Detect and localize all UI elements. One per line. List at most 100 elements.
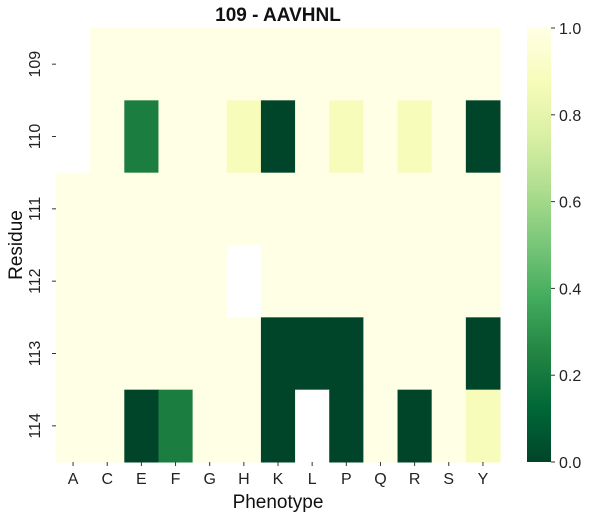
y-tick-label: 114 xyxy=(27,413,44,439)
heatmap-cell-111-Y xyxy=(465,172,501,246)
heatmap-cell-112-Y xyxy=(465,245,501,318)
heatmap-cell-112-C xyxy=(90,245,125,318)
heatmap-cells xyxy=(56,28,501,463)
x-tick-label: Y xyxy=(478,471,489,488)
colorbar-tick-label: 0.6 xyxy=(559,195,581,212)
heatmap-cell-113-S xyxy=(431,317,467,391)
heatmap-cell-110-P xyxy=(329,100,364,174)
colorbar-tick-label: 1.0 xyxy=(559,21,581,38)
heatmap-cell-113-R xyxy=(397,317,433,391)
heatmap-cell-114-Y xyxy=(465,389,501,463)
x-tick-label: H xyxy=(238,471,250,488)
x-tick-label: L xyxy=(308,471,317,488)
heatmap-cell-110-F xyxy=(158,100,194,174)
heatmap-cell-111-A xyxy=(56,172,91,246)
heatmap-cell-111-C xyxy=(90,172,125,246)
heatmap-cell-112-K xyxy=(260,245,296,318)
heatmap-cell-110-R xyxy=(397,100,433,174)
heatmap-cell-109-F xyxy=(158,28,194,101)
heatmap-cell-112-A xyxy=(56,245,91,318)
heatmap-cell-111-G xyxy=(192,172,228,246)
heatmap-cell-111-P xyxy=(329,172,364,246)
heatmap-cell-111-K xyxy=(260,172,296,246)
heatmap-cell-110-G xyxy=(192,100,228,174)
heatmap-cell-109-S xyxy=(431,28,467,101)
x-tick-label: S xyxy=(443,471,454,488)
y-tick-label: 110 xyxy=(27,124,44,150)
heatmap-cell-110-K xyxy=(260,100,296,174)
y-tick-label: 109 xyxy=(27,51,44,78)
heatmap-cell-113-Y xyxy=(465,317,501,391)
heatmap-cell-112-E xyxy=(124,245,159,318)
heatmap-cell-114-S xyxy=(431,389,467,463)
heatmap-cell-114-L xyxy=(295,389,330,463)
heatmap-cell-110-H xyxy=(226,100,262,174)
heatmap-cell-112-R xyxy=(397,245,433,318)
heatmap-cell-113-A xyxy=(56,317,91,391)
y-axis-label: Residue xyxy=(6,210,27,280)
heatmap-cell-113-P xyxy=(329,317,364,391)
colorbar-ticks: 0.0 0.2 0.4 0.6 0.8 1.0 xyxy=(551,21,581,472)
chart-title: 109 - AAVHNL xyxy=(215,5,341,26)
heatmap-cell-109-K xyxy=(260,28,296,101)
heatmap-cell-113-L xyxy=(295,317,330,391)
heatmap-cell-114-H xyxy=(226,389,262,463)
heatmap-cell-114-R xyxy=(397,389,433,463)
x-tick-label: C xyxy=(101,471,113,488)
heatmap-cell-113-K xyxy=(260,317,296,391)
colorbar-tick-label: 0.4 xyxy=(559,281,581,298)
heatmap-cell-109-H xyxy=(226,28,262,101)
colorbar-tick-label: 0.2 xyxy=(559,368,581,385)
heatmap-cell-111-Q xyxy=(363,172,399,246)
heatmap-cell-114-A xyxy=(56,389,91,463)
heatmap-cell-113-C xyxy=(90,317,125,391)
heatmap-cell-110-Y xyxy=(465,100,501,174)
x-tick-label: G xyxy=(203,471,215,488)
x-axis-label: Phenotype xyxy=(233,492,324,513)
heatmap-cell-114-Q xyxy=(363,389,399,463)
heatmap-cell-109-A xyxy=(56,28,91,101)
heatmap-cell-111-E xyxy=(124,172,159,246)
heatmap-cell-109-Y xyxy=(465,28,501,101)
x-tick-label: R xyxy=(409,471,421,488)
heatmap-cell-112-Q xyxy=(363,245,399,318)
heatmap-cell-114-P xyxy=(329,389,364,463)
x-tick-label: P xyxy=(341,471,352,488)
y-tick-label: 113 xyxy=(27,341,44,367)
y-tick-label: 111 xyxy=(27,197,44,221)
heatmap-cell-109-R xyxy=(397,28,433,101)
heatmap-cell-112-H xyxy=(226,245,262,318)
heatmap-cell-114-G xyxy=(192,389,228,463)
colorbar-tick-label: 0.0 xyxy=(559,455,581,472)
heatmap-cell-112-S xyxy=(431,245,467,318)
heatmap-cell-110-Q xyxy=(363,100,399,174)
heatmap-cell-112-G xyxy=(192,245,228,318)
heatmap-cell-112-L xyxy=(295,245,330,318)
heatmap-cell-109-G xyxy=(192,28,228,101)
heatmap-cell-113-H xyxy=(226,317,262,391)
y-axis-ticks: 109 110 111 112 113 114 xyxy=(27,51,56,439)
x-tick-label: A xyxy=(68,471,79,488)
heatmap-cell-111-S xyxy=(431,172,467,246)
heatmap-cell-110-S xyxy=(431,100,467,174)
heatmap-cell-112-F xyxy=(158,245,194,318)
heatmap-cell-110-A xyxy=(56,100,91,174)
heatmap-cell-112-P xyxy=(329,245,364,318)
heatmap-cell-111-H xyxy=(226,172,262,246)
heatmap-cell-111-R xyxy=(397,172,433,246)
x-tick-label: Q xyxy=(374,471,386,488)
colorbar-tick-label: 0.8 xyxy=(559,108,581,125)
heatmap-cell-113-G xyxy=(192,317,228,391)
heatmap-cell-111-F xyxy=(158,172,194,246)
x-tick-label: F xyxy=(171,471,181,488)
y-tick-label: 112 xyxy=(27,268,44,294)
heatmap-cell-110-C xyxy=(90,100,125,174)
heatmap-cell-114-C xyxy=(90,389,125,463)
heatmap-cell-109-L xyxy=(295,28,330,101)
heatmap-cell-113-Q xyxy=(363,317,399,391)
heatmap-cell-110-L xyxy=(295,100,330,174)
heatmap-cell-113-F xyxy=(158,317,194,391)
x-tick-label: E xyxy=(136,471,147,488)
